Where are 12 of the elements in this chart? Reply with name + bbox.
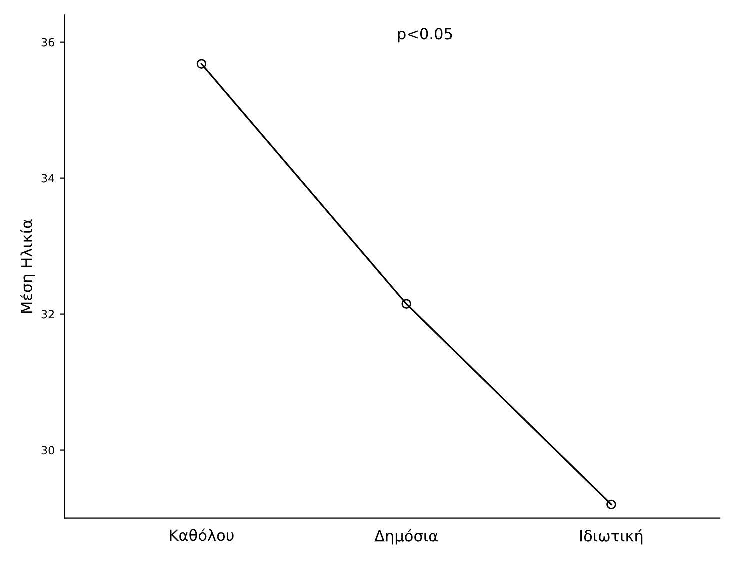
x-tick-label: Ιδιωτική (580, 529, 643, 545)
point (606, 500, 616, 510)
annotation: p<0.05 (398, 28, 452, 43)
y-axis-title: Μέση Ηλικία (20, 220, 36, 314)
y-tick-label: 36 (42, 38, 54, 47)
y-tick-label: 34 (42, 174, 55, 183)
x-tick-label: Καθόλου (170, 528, 234, 542)
point (402, 299, 412, 309)
y-tick-label: 32 (42, 310, 54, 319)
x-tick-label: Δημόσια (374, 529, 438, 545)
point (196, 59, 207, 69)
y-tick-label: 30 (42, 446, 54, 455)
